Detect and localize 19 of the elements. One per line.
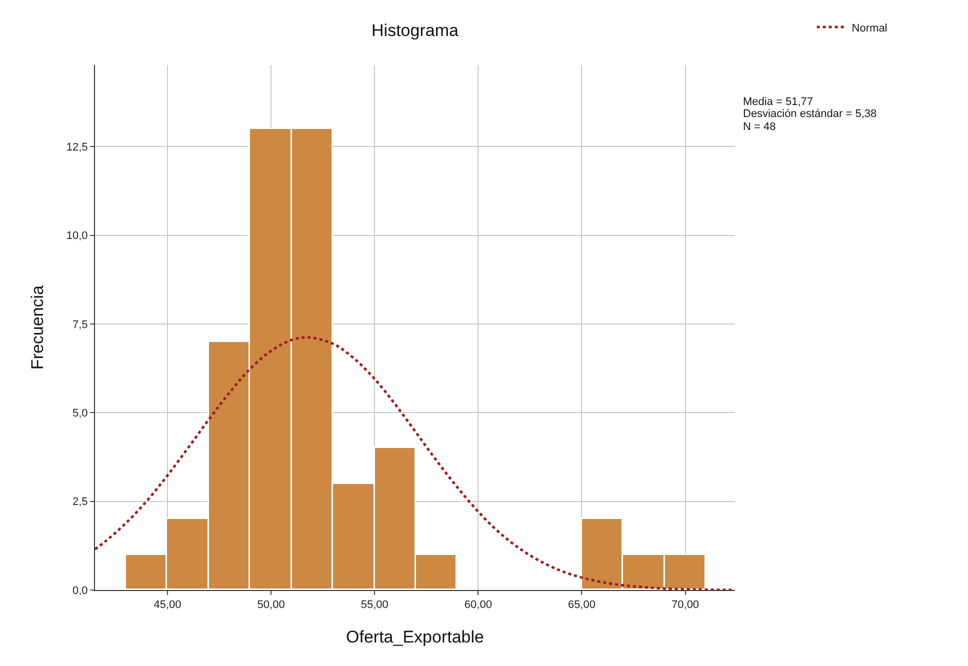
- text: Media = 51,77: [743, 96, 814, 108]
- x-tick-label: 45,00: [154, 599, 182, 612]
- x-tick-label: 65,00: [568, 599, 596, 612]
- x-tick-label: 70,00: [672, 599, 700, 612]
- x-tick-label: 60,00: [464, 599, 492, 612]
- y-tick-label: 10,0: [66, 230, 88, 242]
- x-axis-title: Oferta_Exportable: [346, 628, 484, 647]
- y-tick-label: 12,5: [66, 141, 88, 154]
- y-tick-label: 7,5: [72, 318, 88, 331]
- legend-label: Normal: [852, 22, 888, 34]
- y-tick-label: 2,5: [72, 496, 88, 508]
- text: Desviación estándar = 5,38: [743, 108, 877, 120]
- y-tick-label: 0,0: [72, 584, 88, 597]
- text: N = 48: [743, 121, 776, 133]
- x-tick-label: 50,00: [257, 599, 285, 612]
- y-tick-label: 5,0: [72, 407, 88, 420]
- x-tick-label: 55,00: [360, 599, 388, 612]
- chart-title: Histograma: [372, 20, 459, 40]
- y-axis-title: Frecuencia: [28, 284, 47, 370]
